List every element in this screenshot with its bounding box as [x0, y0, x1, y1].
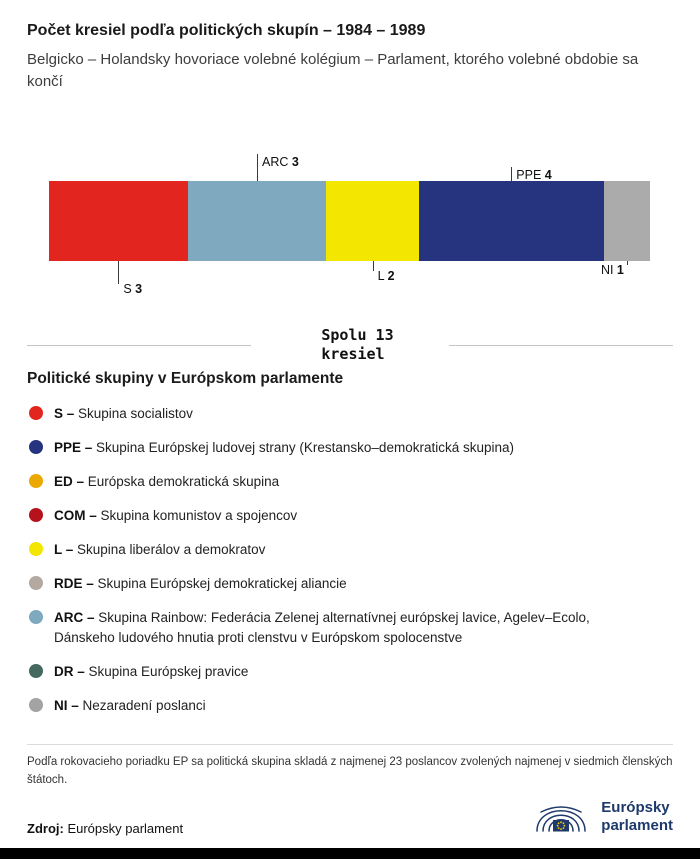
bar-segment-s — [49, 180, 188, 261]
legend-label-l: L – Skupina liberálov a demokratov — [54, 542, 266, 558]
stacked-bar — [49, 180, 650, 261]
legend-label-com: COM – Skupina komunistov a spojencov — [54, 507, 298, 523]
footnote: Podľa rokovacieho poriadku EP sa politic… — [27, 744, 673, 790]
ep-hemicycle-icon — [530, 791, 592, 842]
legend-label-ppe: PPE – Skupina Európskej ludovej strany (… — [54, 439, 514, 455]
legend-item-rde: RDE – Skupina Európskej demokratickej al… — [27, 574, 673, 593]
legend-item-l: L – Skupina liberálov a demokratov — [27, 540, 673, 559]
bar-label-ppe: PPE 4 — [516, 167, 552, 182]
legend-item-com: COM – Skupina komunistov a spojencov — [27, 506, 673, 525]
legend-dot-s — [29, 405, 43, 420]
bottom-black-bar — [0, 848, 700, 859]
legend-dot-ed — [29, 473, 43, 488]
bar-label-s: S 3 — [123, 281, 143, 296]
bottom-row: Zdroj: Európsky parlament — [27, 796, 673, 844]
legend-item-ppe: PPE – Skupina Európskej ludovej strany (… — [27, 438, 673, 457]
ep-logo-wordmark: Európsky parlament — [601, 799, 673, 834]
bar-segment-ppe — [418, 180, 604, 261]
callout-line-s — [118, 260, 120, 284]
callout-line-arc — [257, 153, 259, 181]
legend-dot-com — [29, 507, 43, 522]
ep-logo-line2: parlament — [601, 816, 673, 834]
legend-heading: Politické skupiny v Európskom parlamente — [27, 369, 344, 387]
callout-line-l — [372, 260, 374, 271]
source-label: Zdroj: — [27, 821, 64, 836]
divider-line-right — [448, 344, 673, 346]
total-seats-line1: Spolu 13 — [321, 325, 394, 344]
page-subtitle: Belgicko – Holandsky hovoriace volebné k… — [27, 51, 639, 90]
legend-item-dr: DR – Skupina Európskej pravice — [27, 662, 673, 681]
seats-stacked-bar-chart: S 3 ARC 3 L 2 PPE 4 NI 1 — [49, 136, 650, 326]
legend-dot-ppe — [29, 439, 43, 454]
legend-item-ni: NI – Nezaradení poslanci — [27, 696, 673, 715]
total-seats-label: Spolu 13 kresiel — [321, 326, 393, 365]
legend-label-s: S – Skupina socialistov — [54, 405, 193, 421]
legend-label-ed: ED – Európska demokratická skupina — [54, 473, 280, 489]
ep-logo: Európsky parlament — [530, 791, 673, 844]
bar-label-arc: ARC 3 — [262, 154, 299, 169]
divider-line-left — [27, 344, 252, 346]
legend-list: S – Skupina socialistov PPE – Skupina Eur… — [27, 404, 673, 716]
bar-label-ni: NI 1 — [600, 262, 624, 277]
page-title: Počet kresiel podľa politických skupín –… — [27, 22, 426, 39]
bar-segment-arc — [187, 180, 327, 261]
legend-dot-ni — [29, 697, 43, 712]
legend-dot-arc — [29, 610, 43, 625]
source-line: Zdroj: Európsky parlament — [27, 821, 183, 844]
total-seats-row: Spolu 13 kresiel — [27, 326, 673, 365]
callout-line-ppe — [511, 166, 513, 181]
legend-label-arc: ARC – Skupina Rainbow: Federácia Zelenej… — [54, 610, 590, 645]
source-value: Európsky parlament — [67, 821, 184, 836]
legend-dot-l — [29, 542, 43, 557]
bar-segment-l — [326, 180, 419, 261]
bar-label-l: L 2 — [377, 268, 395, 283]
legend-label-ni: NI – Nezaradení poslanci — [54, 697, 206, 713]
legend-label-dr: DR – Skupina Európskej pravice — [54, 663, 249, 679]
bar-segment-ni — [603, 180, 650, 261]
legend-item-ed: ED – Európska demokratická skupina — [27, 472, 673, 491]
legend-dot-dr — [29, 663, 43, 678]
callout-line-ni — [626, 260, 628, 265]
legend-item-arc: ARC – Skupina Rainbow: Federácia Zelenej… — [27, 608, 673, 646]
ep-logo-line1: Európsky — [601, 799, 670, 817]
legend-item-s: S – Skupina socialistov — [27, 404, 673, 423]
legend-dot-rde — [29, 576, 43, 591]
total-seats-line2: kresiel — [321, 345, 385, 363]
legend-label-rde: RDE – Skupina Európskej demokratickej al… — [54, 576, 347, 592]
